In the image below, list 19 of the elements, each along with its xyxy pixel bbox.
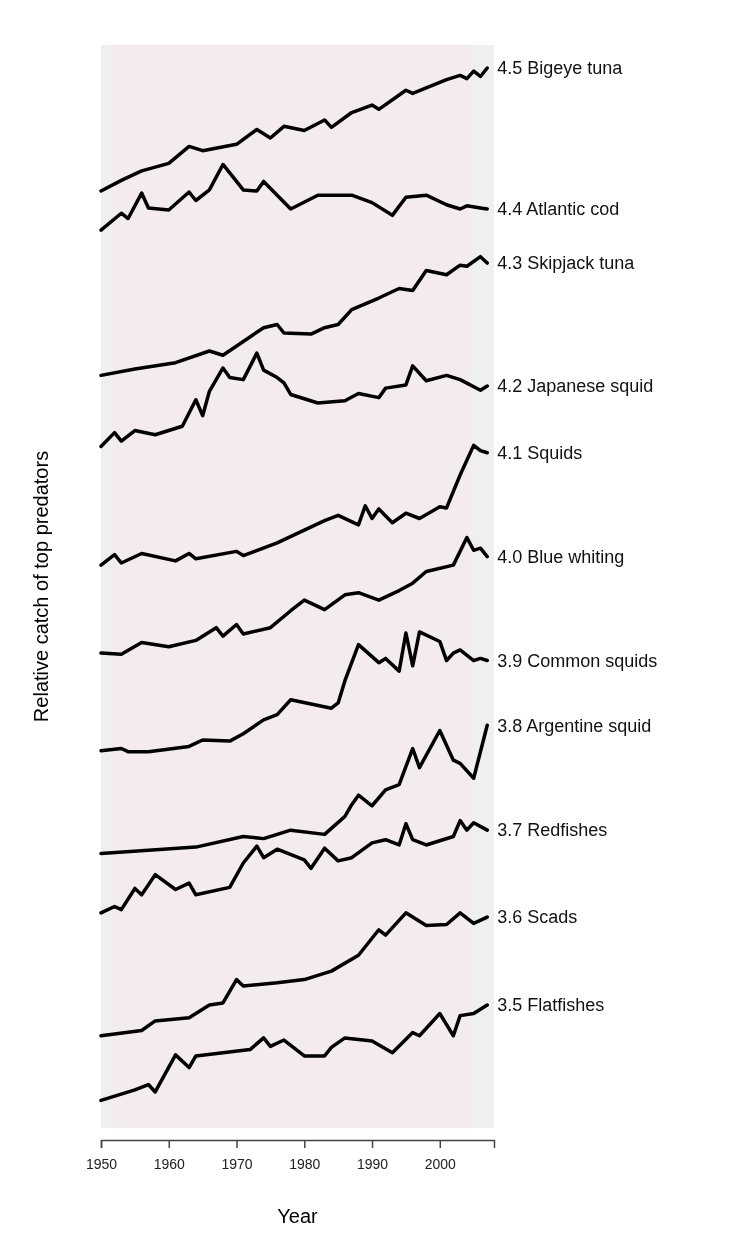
series-label: 3.9 Common squids bbox=[497, 650, 658, 671]
series-label: 4.5 Bigeye tuna bbox=[497, 58, 624, 79]
series-label: 4.4 Atlantic cod bbox=[497, 199, 620, 220]
series-label: 3.8 Argentine squid bbox=[497, 715, 652, 736]
series-label: 3.5 Flatfishes bbox=[497, 995, 605, 1016]
series-label: 4.2 Japanese squid bbox=[497, 376, 654, 397]
x-tick-label: 2000 bbox=[424, 1156, 457, 1173]
y-axis-title: Relative catch of top predators bbox=[30, 450, 52, 723]
series-label: 3.7 Redfishes bbox=[497, 820, 608, 841]
x-axis-title: Year bbox=[277, 1205, 319, 1227]
series-label: 4.0 Blue whiting bbox=[497, 546, 625, 567]
x-tick-label: 1960 bbox=[153, 1156, 186, 1173]
x-tick-label: 1980 bbox=[289, 1156, 321, 1173]
x-tick-label: 1950 bbox=[85, 1156, 118, 1173]
x-tick-label: 1990 bbox=[356, 1156, 389, 1173]
series-label: 4.3 Skipjack tuna bbox=[497, 253, 636, 274]
series-label: 3.6 Scads bbox=[497, 907, 578, 928]
series-label: 4.1 Squids bbox=[497, 443, 583, 464]
x-tick-label: 1970 bbox=[221, 1156, 253, 1173]
